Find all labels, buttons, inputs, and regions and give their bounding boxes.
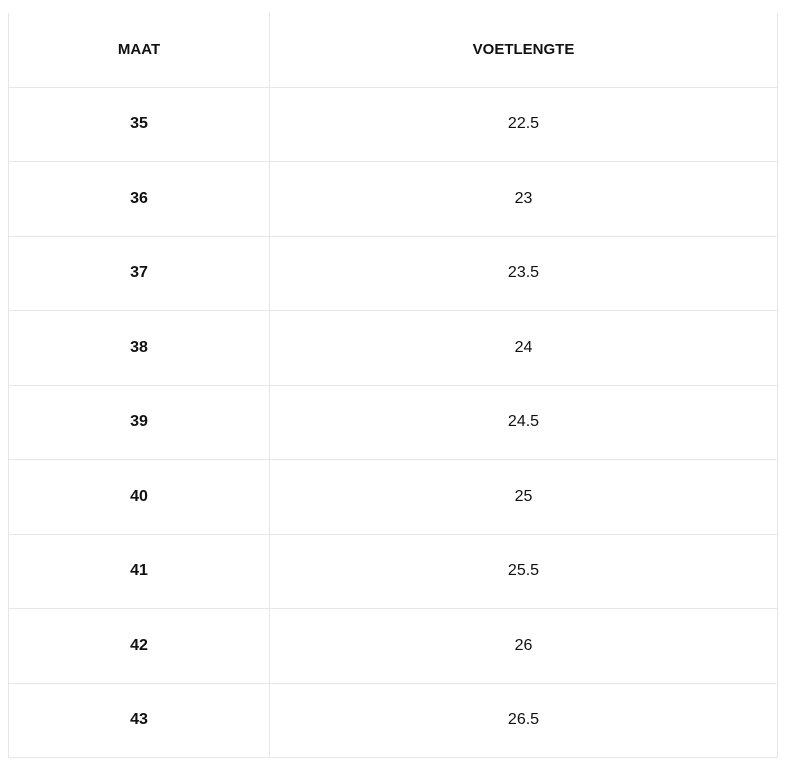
table-row: 35 22.5 <box>8 87 778 162</box>
foot-length-cell: 22.5 <box>269 87 778 162</box>
size-cell: 37 <box>8 236 270 311</box>
foot-length-cell: 23.5 <box>269 236 778 311</box>
table-row: 40 25 <box>8 459 778 535</box>
table-row: 38 24 <box>8 310 778 386</box>
size-cell: 40 <box>8 459 270 535</box>
size-cell: 43 <box>8 683 270 758</box>
foot-length-cell: 25 <box>269 459 778 535</box>
size-cell: 38 <box>8 310 270 386</box>
size-cell: 42 <box>8 608 270 684</box>
foot-length-cell: 24.5 <box>269 385 778 460</box>
foot-length-cell: 24 <box>269 310 778 386</box>
size-cell: 35 <box>8 87 270 162</box>
size-cell: 36 <box>8 161 270 237</box>
foot-length-cell: 26.5 <box>269 683 778 758</box>
header-maat: MAAT <box>8 13 270 88</box>
foot-length-cell: 23 <box>269 161 778 237</box>
size-cell: 41 <box>8 534 270 609</box>
foot-length-cell: 25.5 <box>269 534 778 609</box>
table-row: 43 26.5 <box>8 683 778 758</box>
size-cell: 39 <box>8 385 270 460</box>
table-row: 42 26 <box>8 608 778 684</box>
table-header-row: MAAT VOETLENGTE <box>8 13 778 88</box>
foot-length-cell: 26 <box>269 608 778 684</box>
table-row: 36 23 <box>8 161 778 237</box>
size-chart-table: MAAT VOETLENGTE 35 22.5 36 23 37 23.5 38 24 39 24… <box>8 13 778 758</box>
table-row: 37 23.5 <box>8 236 778 311</box>
table-row: 41 25.5 <box>8 534 778 609</box>
header-voetlengte: VOETLENGTE <box>269 13 778 88</box>
table-row: 39 24.5 <box>8 385 778 460</box>
